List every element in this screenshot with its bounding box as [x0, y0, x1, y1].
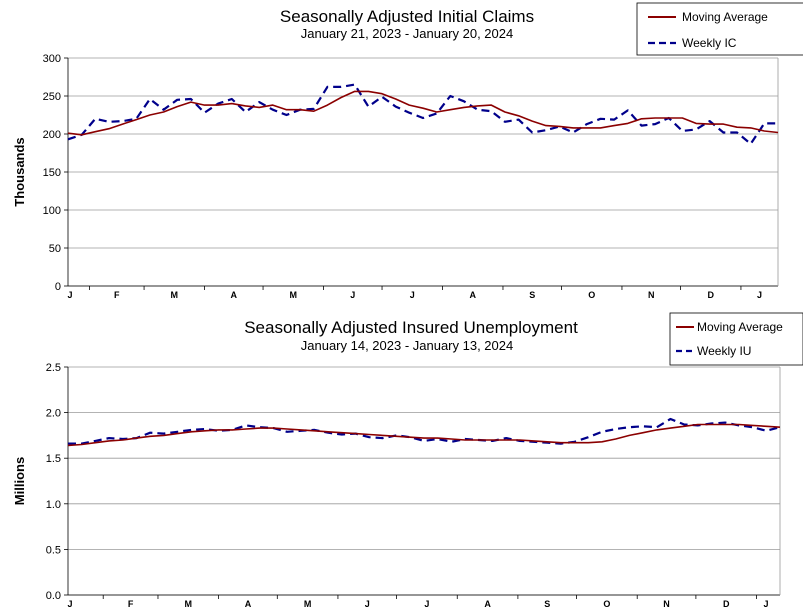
initial-claims-chart: Seasonally Adjusted Initial Claims Janua… [12, 2, 803, 300]
legend-label-weekly-iu: Weekly IU [697, 344, 751, 358]
y-tick-label: 300 [43, 53, 61, 65]
x-tick-label-aug: A [484, 599, 491, 609]
y-tick-label: 0.5 [46, 544, 61, 556]
series-line-moving-average [67, 90, 779, 136]
x-tick-label-jan: J [67, 599, 72, 609]
y-tick-label: 200 [43, 129, 61, 141]
chart-subtitle: January 21, 2023 - January 20, 2024 [301, 26, 513, 41]
x-tick-label-aug: A [469, 290, 476, 300]
legend-label-moving-average: Moving Average [682, 10, 768, 24]
y-tick-label: 0.0 [46, 590, 61, 602]
x-tick-label-mar: M [171, 290, 179, 300]
x-tick-label-jun: J [365, 599, 370, 609]
x-tick-label-mar: M [185, 599, 193, 609]
insured-unemployment-chart: Seasonally Adjusted Insured Unemployment… [12, 312, 803, 609]
x-tick-label-nov: N [648, 290, 655, 300]
y-tick-label: 2.5 [46, 362, 61, 374]
y-tick-label: 1.5 [46, 453, 61, 465]
series-line-weekly-iu [68, 417, 781, 445]
plot-area: 0 50 100 150 200 250 300 J F M A M J J A S O N D J [43, 53, 779, 300]
legend-box [636, 2, 803, 56]
plot-area: 0.0 0.5 1.0 1.5 2.0 2.5 J F M A M J J A S O N D J [46, 362, 781, 609]
legend-label-moving-average: Moving Average [697, 320, 783, 334]
x-tick-label-jul: J [410, 290, 415, 300]
series-line-moving-average [67, 423, 781, 447]
x-tick-label-oct: O [603, 599, 610, 609]
x-tick-label-may: M [304, 599, 312, 609]
x-tick-label-sep: S [529, 290, 535, 300]
y-tick-label: 100 [43, 205, 61, 217]
x-tick-label-jul: J [424, 599, 429, 609]
x-tick-label-oct: O [588, 290, 595, 300]
x-tick-label-may: M [290, 290, 298, 300]
x-tick-label-sep: S [544, 599, 550, 609]
y-tick-label: 250 [43, 91, 61, 103]
chart-title: Seasonally Adjusted Insured Unemployment [244, 318, 578, 337]
x-tick-label-jan-next: J [763, 599, 768, 609]
x-tick-label-feb: F [128, 599, 134, 609]
x-tick-label-jan: J [67, 290, 72, 300]
x-tick-label-jun: J [350, 290, 355, 300]
y-tick-label: 150 [43, 167, 61, 179]
x-tick-label-apr: A [231, 290, 238, 300]
y-tick-label: 50 [49, 243, 61, 255]
x-tick-label-apr: A [245, 599, 252, 609]
x-tick-label-dec: D [707, 290, 714, 300]
x-tick-label-feb: F [114, 290, 120, 300]
legend-box [669, 312, 803, 366]
x-tick-label-nov: N [663, 599, 670, 609]
y-tick-label: 2.0 [46, 408, 61, 420]
y-axis-label: Thousands [12, 137, 27, 206]
y-axis-label: Millions [12, 457, 27, 505]
y-tick-label: 0 [55, 281, 61, 293]
legend-label-weekly-ic: Weekly IC [682, 36, 737, 50]
chart-subtitle: January 14, 2023 - January 13, 2024 [301, 338, 513, 353]
series-line-weekly-ic [67, 83, 778, 145]
x-tick-label-dec: D [723, 599, 730, 609]
y-tick-label: 1.0 [46, 499, 61, 511]
x-tick-label-jan-next: J [757, 290, 762, 300]
chart-title: Seasonally Adjusted Initial Claims [280, 7, 534, 26]
